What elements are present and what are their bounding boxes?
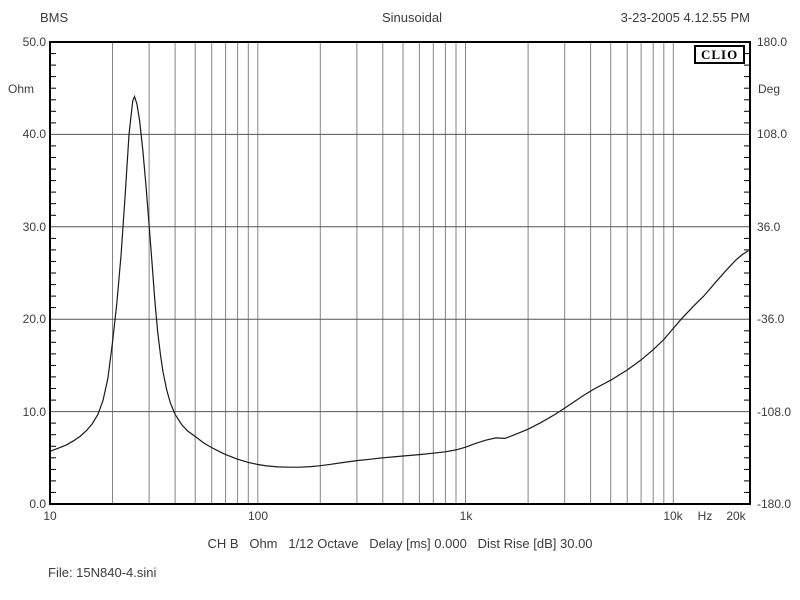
right-axis-tick-label: 108.0 — [757, 127, 788, 141]
company-label: BMS — [40, 10, 69, 25]
x-axis-tick-label: 1k — [459, 509, 473, 523]
x-axis-tick-label: 10 — [43, 509, 57, 523]
x-axis-tick-label: 100 — [247, 509, 269, 523]
grid — [50, 42, 750, 504]
x-axis-tick-label: 10k — [663, 509, 683, 523]
x-axis-tick-label: Hz — [697, 509, 713, 523]
axis-ticks — [51, 53, 749, 493]
impedance-curve — [49, 94, 749, 468]
file-name-label: File: 15N840-4.sini — [48, 565, 157, 580]
plot-border — [49, 41, 751, 505]
left-axis-tick-label: 0.0 — [29, 497, 46, 511]
left-axis-tick-label: 10.0 — [22, 405, 46, 419]
right-axis-tick-label: -108.0 — [757, 405, 792, 419]
timestamp-label: 3-23-2005 4.12.55 PM — [620, 10, 750, 25]
right-axis-tick-label: 180.0 — [757, 35, 788, 49]
right-axis-tick-label: 36.0 — [757, 220, 781, 234]
right-axis-unit-label: Deg — [758, 82, 781, 96]
left-axis-tick-label: 20.0 — [22, 312, 46, 326]
measurement-settings-line: CH B Ohm 1/12 Octave Delay [ms] 0.000 Di… — [207, 536, 593, 551]
left-axis-tick-label: 30.0 — [22, 220, 46, 234]
clio-logo: CLIO — [694, 45, 746, 64]
left-axis-unit-label: Ohm — [8, 82, 35, 96]
right-axis-tick-label: -180.0 — [757, 497, 792, 511]
left-axis-tick-label: 50.0 — [22, 35, 46, 49]
left-axis-tick-label: 40.0 — [22, 127, 46, 141]
x-axis-tick-label: 20k — [726, 509, 746, 523]
measurement-type-label: Sinusoidal — [382, 10, 442, 25]
right-axis-tick-label: -36.0 — [757, 312, 785, 326]
